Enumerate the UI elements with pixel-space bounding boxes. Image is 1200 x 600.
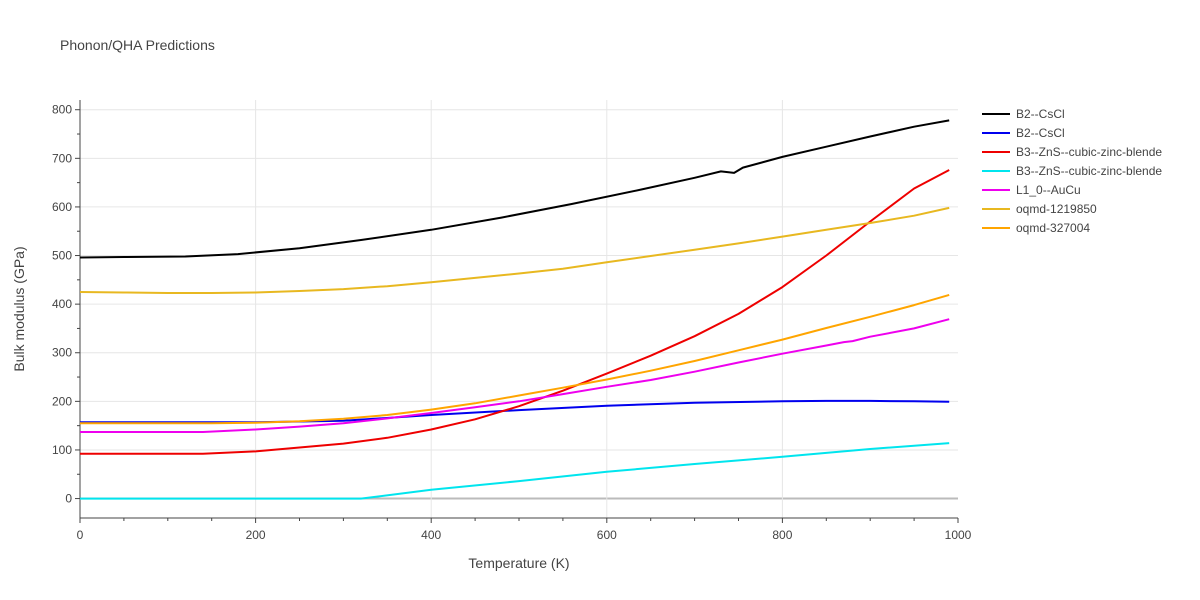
- legend-entry: L1_0--AuCu: [1016, 183, 1081, 197]
- legend: B2--CsCl B2--CsCl B3--ZnS--cubic-zinc-blen…: [982, 107, 1162, 235]
- x-tick-label: 800: [772, 528, 792, 542]
- y-tick-label: 200: [52, 394, 72, 408]
- series-line: [79, 119, 950, 259]
- x-tick-label: 1000: [945, 528, 972, 542]
- axes: 0 100 200 300 400 500 600 700 800 0 200 400 600 800 10…: [52, 100, 972, 542]
- legend-entry: oqmd-1219850: [1016, 202, 1097, 216]
- x-axis-label: Temperature (K): [468, 555, 569, 571]
- y-tick-label: 800: [52, 103, 72, 117]
- series-line: [80, 169, 950, 455]
- series-line: [79, 206, 950, 294]
- y-tick-label: 600: [52, 200, 72, 214]
- series-line: [80, 293, 950, 425]
- x-tick-label: 400: [421, 528, 441, 542]
- y-tick-label: 700: [52, 151, 72, 165]
- y-tick-label: 100: [52, 443, 72, 457]
- series-line: [80, 442, 950, 500]
- y-tick-label: 0: [65, 492, 72, 506]
- y-axis-label: Bulk modulus (GPa): [11, 246, 27, 371]
- series-line: [80, 399, 950, 424]
- legend-entry: oqmd-327004: [1016, 221, 1090, 235]
- x-tick-label: 200: [246, 528, 266, 542]
- y-tick-label: 300: [52, 346, 72, 360]
- legend-entry: B2--CsCl: [1016, 126, 1065, 140]
- x-tick-label: 600: [597, 528, 617, 542]
- series-line: [80, 318, 950, 433]
- y-tick-label: 400: [52, 297, 72, 311]
- legend-entry: B3--ZnS--cubic-zinc-blende: [1016, 164, 1162, 178]
- chart-title: Phonon/QHA Predictions: [60, 37, 215, 53]
- legend-entry: B2--CsCl: [1016, 107, 1065, 121]
- grid-lines: [80, 100, 958, 518]
- legend-entry: B3--ZnS--cubic-zinc-blende: [1016, 145, 1162, 159]
- x-tick-label: 0: [77, 528, 84, 542]
- y-tick-label: 500: [52, 249, 72, 263]
- series-lines: [79, 119, 950, 500]
